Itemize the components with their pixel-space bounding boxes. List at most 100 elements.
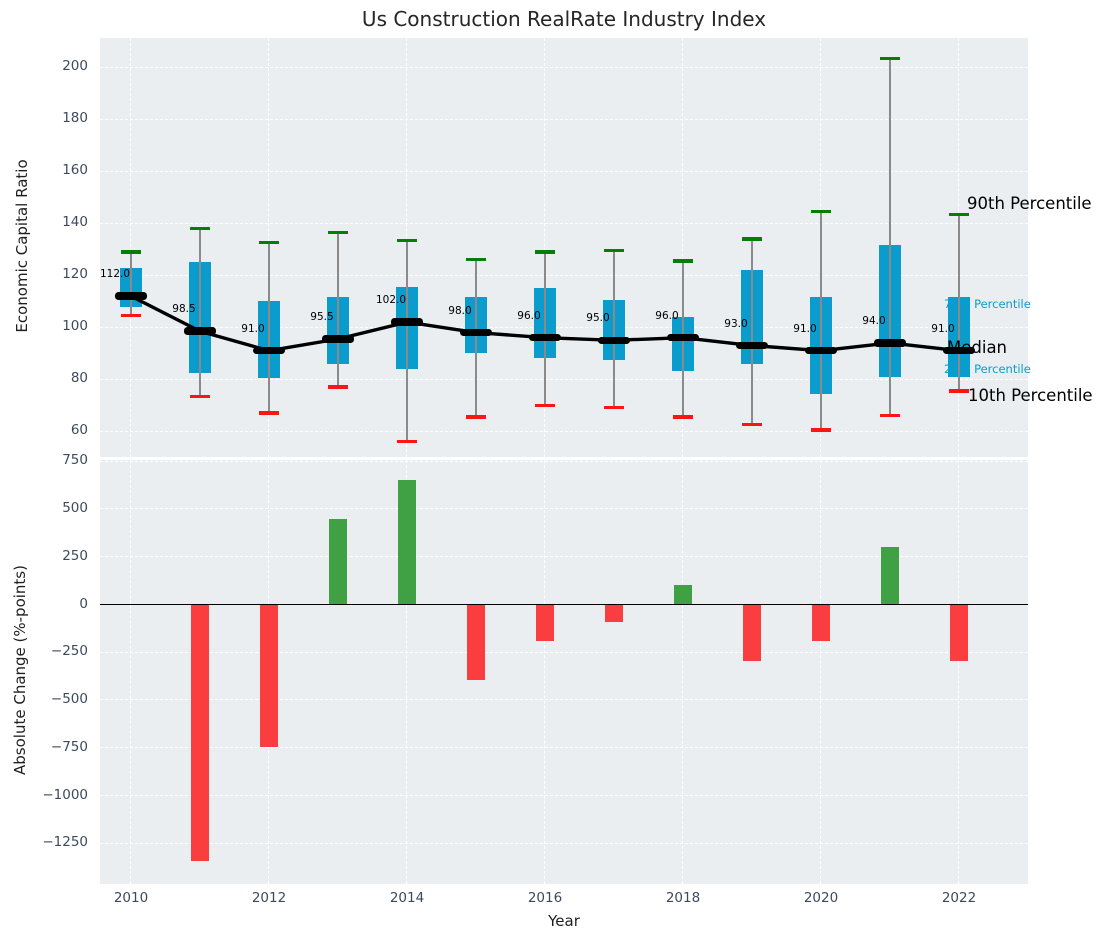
median-value-label: 91.0: [931, 322, 955, 335]
whisker-line: [337, 232, 339, 388]
v-gridline: [544, 459, 546, 884]
x-tick-label: 2020: [803, 890, 839, 906]
y-tick-label: −500: [50, 691, 88, 708]
chart-title: Us Construction RealRate Industry Index: [361, 7, 767, 31]
p90-cap: [190, 226, 210, 231]
median-value-label: 102.0: [375, 294, 407, 307]
y-tick-label: 200: [62, 58, 88, 75]
p10-cap: [535, 403, 555, 407]
p90-cap: [673, 259, 693, 263]
p10-cap: [259, 411, 279, 415]
p10-cap: [328, 385, 348, 389]
h-gridline: [100, 794, 1028, 796]
v-gridline: [544, 38, 546, 457]
y-tick-label: −250: [50, 643, 88, 660]
top-axes: [100, 38, 1028, 457]
whisker-line: [199, 228, 201, 397]
median-value-label: 95.0: [586, 312, 610, 325]
median-value-label: 112.0: [99, 268, 131, 281]
median-marker: [184, 327, 216, 335]
p90-cap: [742, 237, 762, 241]
x-tick-label: 2014: [389, 890, 425, 906]
v-gridline: [958, 459, 960, 884]
change-bar-positive: [881, 547, 899, 605]
v-gridline: [130, 38, 132, 457]
h-gridline: [100, 170, 1028, 172]
h-gridline: [100, 842, 1028, 844]
p10-cap: [673, 415, 693, 419]
h-gridline: [100, 118, 1028, 120]
p10-cap: [121, 314, 141, 318]
v-gridline: [820, 459, 822, 884]
y-tick-label: 160: [62, 162, 88, 179]
median-value-label: 91.0: [793, 322, 817, 335]
h-gridline: [100, 66, 1028, 68]
p90-cap: [949, 212, 969, 216]
p10-cap: [949, 389, 969, 393]
change-bar-positive: [398, 480, 416, 605]
h-gridline: [100, 222, 1028, 224]
y-tick-label: 180: [62, 110, 88, 127]
h-gridline: [100, 747, 1028, 749]
x-tick-label: 2010: [113, 890, 149, 906]
whisker-line: [130, 251, 132, 316]
median-marker: [322, 335, 354, 343]
x-tick-label: 2012: [251, 890, 287, 906]
whisker-line: [613, 250, 615, 408]
p10-cap: [880, 414, 900, 418]
whisker-line: [889, 58, 891, 416]
whisker-line: [475, 259, 477, 417]
change-bar-negative: [191, 604, 209, 861]
h-gridline: [100, 378, 1028, 380]
change-bar-negative: [950, 604, 968, 661]
p10-cap: [742, 423, 762, 427]
x-axis-label: Year: [548, 912, 580, 930]
y-tick-label: 120: [62, 266, 88, 283]
h-gridline: [100, 326, 1028, 328]
p10-cap: [397, 440, 417, 444]
h-gridline: [100, 651, 1028, 653]
y-tick-label: 250: [62, 547, 88, 564]
p10-cap: [190, 394, 210, 398]
median-value-label: 94.0: [862, 314, 886, 327]
change-bar-negative: [467, 604, 485, 680]
median-marker: [805, 346, 837, 355]
y-tick-label: −1250: [42, 834, 88, 851]
y-tick-label: −750: [50, 738, 88, 755]
x-tick-label: 2022: [941, 890, 977, 906]
median-value-label: 98.0: [448, 304, 472, 317]
legend-90th-percentile: 90th Percentile: [967, 194, 1092, 213]
h-gridline: [100, 699, 1028, 701]
p90-cap: [466, 258, 486, 262]
median-marker: [460, 328, 492, 337]
whisker-line: [544, 251, 546, 406]
change-bar-positive: [329, 519, 347, 605]
median-marker: [253, 346, 285, 355]
h-gridline: [100, 556, 1028, 558]
p10-cap: [604, 406, 624, 410]
y-tick-label: 500: [62, 499, 88, 516]
p10-cap: [466, 415, 486, 419]
y-tick-label: 80: [70, 370, 88, 387]
h-gridline: [100, 274, 1028, 276]
h-gridline: [100, 460, 1028, 462]
v-gridline: [130, 459, 132, 884]
median-value-label: 91.0: [241, 322, 265, 335]
p90-cap: [604, 249, 624, 253]
p90-cap: [535, 250, 555, 254]
whisker-line: [268, 242, 270, 414]
v-gridline: [682, 38, 684, 457]
legend-median: Median: [947, 338, 1008, 357]
median-marker: [667, 333, 699, 342]
y-tick-label: 60: [70, 422, 88, 439]
p90-cap: [880, 56, 900, 60]
change-bar-negative: [812, 604, 830, 641]
y-tick-label: 140: [62, 214, 88, 231]
v-gridline: [406, 459, 408, 884]
median-marker: [736, 341, 768, 350]
x-tick-label: 2016: [527, 890, 563, 906]
median-marker: [598, 336, 630, 345]
x-tick-label: 2018: [665, 890, 701, 906]
